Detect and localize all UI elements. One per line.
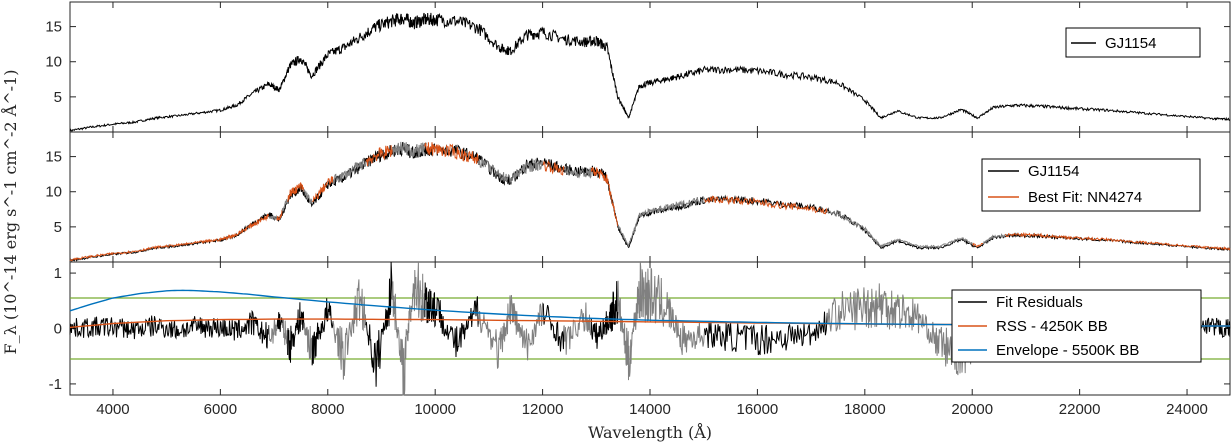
series-line-best-fit-nn4274 — [311, 176, 334, 202]
x-tick-label: 24000 — [1166, 401, 1208, 418]
x-tick-label: 8000 — [311, 401, 344, 418]
x-tick-label: 10000 — [414, 401, 456, 418]
series-line-best-fit-nn4274 — [332, 157, 367, 184]
y-axis-label: F_λ (10^-14 erg s^-1 cm^-2 Å^-1) — [0, 70, 20, 355]
series-line-best-fit-nn4274 — [542, 160, 565, 176]
series-line-best-fit-nn4274 — [982, 233, 1006, 245]
legend-label-gj1154: GJ1154 — [1028, 163, 1079, 180]
series-line-fit-residuals — [311, 298, 334, 366]
y-tick-label: 1 — [54, 265, 62, 282]
series-line-best-fit-nn4274 — [281, 198, 289, 212]
x-tick-label: 6000 — [204, 401, 237, 418]
y-tick-label: -1 — [49, 376, 62, 393]
legend-middle: GJ1154 Best Fit: NN4274 — [981, 158, 1201, 212]
series-line-gj1154 — [543, 158, 565, 173]
plot-frame — [69, 1, 1231, 133]
y-tick-label: 10 — [45, 184, 62, 201]
series-line-fit-residuals — [542, 303, 565, 352]
series-line-gj1154 — [69, 12, 1231, 132]
series-line-best-fit-nn4274 — [276, 209, 283, 222]
legend-label-best-fit: Best Fit: NN4274 — [1028, 189, 1142, 206]
series-line-fit-residuals — [704, 311, 828, 356]
x-tick-label: 12000 — [522, 401, 564, 418]
series-line-best-fit-nn4274 — [704, 195, 828, 215]
series-line-best-fit-nn4274 — [477, 156, 544, 183]
legend-box — [981, 158, 1201, 212]
series-line-gj1154 — [287, 184, 305, 204]
series-line-best-fit-nn4274 — [590, 167, 619, 227]
panel-top: 5 10 15 — [45, 1, 1231, 133]
series-line-fit-residuals — [332, 279, 367, 380]
series-line-fit-residuals — [617, 261, 706, 381]
series-line-fit-residuals — [268, 319, 278, 344]
legend-label-gj1154: GJ1154 — [1105, 35, 1156, 52]
x-tick-label: 16000 — [737, 401, 779, 418]
series-line-fit-residuals — [477, 294, 544, 369]
series-line-gj1154 — [617, 195, 705, 249]
x-tick-label: 18000 — [844, 401, 886, 418]
series-line-best-fit-nn4274 — [563, 165, 592, 179]
series-line-fit-residuals — [287, 302, 305, 363]
series-line-best-fit-nn4274 — [424, 142, 479, 165]
series-line-gj1154 — [69, 212, 270, 262]
y-tick-label: 5 — [54, 89, 62, 106]
x-tick-labels: 4000 6000 8000 10000 12000 14000 16000 18000 200… — [96, 401, 1208, 418]
y-tick-label: 15 — [45, 149, 62, 166]
panel-middle: 5 10 15 — [45, 131, 1231, 263]
series-line-fit-residuals — [281, 319, 289, 356]
series-line-fit-residuals — [424, 282, 479, 358]
legend-label-envelope-bb: Envelope - 5500K BB — [996, 342, 1139, 359]
x-tick-label: 20000 — [951, 401, 993, 418]
series-line-best-fit-nn4274 — [365, 145, 393, 166]
series-line-fit-residuals — [590, 281, 619, 349]
y-tick-label: 15 — [45, 19, 62, 36]
series-line-best-fit-nn4274 — [303, 188, 313, 204]
y-tick-label: 5 — [54, 219, 62, 236]
series-line-fit-residuals — [391, 261, 426, 396]
series-line-fit-residuals — [365, 261, 393, 387]
series-line-fit-residuals — [303, 322, 313, 366]
series-line-gj1154 — [1005, 232, 1231, 251]
series-line-best-fit-nn4274 — [69, 213, 270, 262]
legend-label-rss-bb: RSS - 4250K BB — [996, 318, 1108, 335]
series-line-fit-residuals — [563, 302, 592, 355]
x-tick-label: 14000 — [629, 401, 671, 418]
series-line-best-fit-nn4274 — [268, 214, 278, 221]
series-line-fit-residuals — [276, 312, 283, 332]
series-line-gj1154 — [590, 165, 619, 228]
series-line-fit-residuals — [69, 309, 270, 349]
series-line-best-fit-nn4274 — [287, 182, 305, 202]
legend-label-fit-residuals: Fit Residuals — [996, 294, 1083, 311]
legend-top: GJ1154 — [1065, 27, 1201, 58]
legend-box — [951, 289, 1202, 363]
series-line-best-fit-nn4274 — [972, 242, 984, 248]
y-tick-label: 0 — [54, 321, 62, 338]
series-line-best-fit-nn4274 — [827, 209, 974, 249]
legend-bottom: Fit Residuals RSS - 4250K BB Envelope - … — [951, 289, 1202, 363]
x-axis-label: Wavelength (Å) — [588, 422, 712, 442]
series-line-best-fit-nn4274 — [1004, 232, 1231, 251]
y-tick-label: 10 — [45, 54, 62, 71]
x-tick-label: 22000 — [1059, 401, 1101, 418]
series-line-fit-residuals — [826, 283, 974, 376]
series-line-best-fit-nn4274 — [617, 195, 706, 248]
x-tick-label: 4000 — [96, 401, 129, 418]
series-line-best-fit-nn4274 — [391, 141, 426, 158]
